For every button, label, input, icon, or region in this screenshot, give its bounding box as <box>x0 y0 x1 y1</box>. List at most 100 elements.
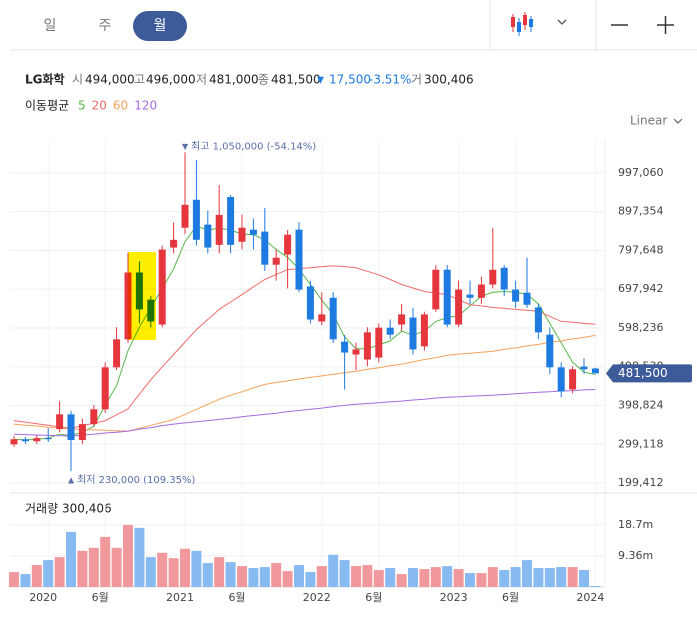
volume-bar <box>237 566 247 587</box>
volume-bar <box>408 568 418 587</box>
low-value: 481,000 <box>209 73 259 87</box>
volume-bar <box>385 568 396 587</box>
candle-body <box>272 257 280 265</box>
change-value: 17,500 <box>329 73 371 87</box>
volume-bar <box>157 552 168 587</box>
candle-body <box>591 368 599 374</box>
y-tick-label: 697,942 <box>618 282 664 295</box>
annotation-high: 최고 1,050,000 (-54.14%) <box>191 140 316 152</box>
volume-bar <box>328 554 339 587</box>
volume-tick-label: 18.7m <box>618 518 653 531</box>
volume-bar <box>476 573 487 587</box>
candle-body <box>227 197 235 245</box>
candle-body <box>261 231 269 265</box>
candle-body <box>10 439 18 445</box>
candle-body <box>295 229 303 290</box>
open-value: 494,000 <box>85 73 135 87</box>
candle-body <box>306 286 314 320</box>
candle-body <box>67 414 75 441</box>
candle-body <box>580 366 588 370</box>
volume-label: 거 <box>411 73 422 87</box>
x-tick-label: 2021 <box>166 591 194 604</box>
candle-body <box>534 307 542 333</box>
candle-body <box>500 267 508 290</box>
volume-bar <box>259 567 270 587</box>
stock-name: LG화학 <box>25 72 65 87</box>
volume-bar <box>362 565 373 587</box>
ma-line <box>13 265 596 429</box>
volume-bar <box>339 560 350 587</box>
volume-bar <box>510 567 521 587</box>
scale-selector[interactable]: Linear <box>630 114 667 128</box>
legend-entry: 120 <box>134 99 157 113</box>
tab-selected-bg <box>133 11 187 41</box>
candle-body <box>158 249 166 325</box>
volume-bar <box>351 566 361 587</box>
candle-body <box>192 199 200 240</box>
y-tick-label: 299,118 <box>618 437 664 450</box>
ma-line <box>13 334 596 432</box>
volume-value: 300,406 <box>424 73 474 87</box>
annotation-low: 최저 230,000 (109.35%) <box>77 474 196 486</box>
volume-bar <box>31 565 42 587</box>
change-percent: -3.51% <box>369 73 411 87</box>
change-arrow: ▼ <box>317 76 324 86</box>
x-tick-label: 6월 <box>502 591 519 604</box>
volume-bar <box>191 550 202 587</box>
candle-body <box>101 367 109 410</box>
volume-bar <box>544 568 555 587</box>
candle-body <box>318 314 326 322</box>
candle-body <box>466 294 474 298</box>
candle-body <box>170 239 178 248</box>
volume-bar <box>214 557 225 587</box>
volume-bar <box>66 531 76 587</box>
volume-bar <box>111 547 122 587</box>
x-tick-label: 2022 <box>303 591 331 604</box>
x-tick-label: 6월 <box>92 591 109 604</box>
volume-bar <box>305 572 316 587</box>
volume-bar <box>396 574 407 587</box>
legend-entry: 20 <box>92 99 107 113</box>
volume-bar <box>419 569 430 587</box>
volume-title: 거래량 <box>25 502 58 516</box>
volume-bar <box>294 565 304 587</box>
candle-body <box>90 409 98 425</box>
y-tick-label: 598,236 <box>618 321 664 334</box>
high-label: 고 <box>134 73 145 87</box>
candle-body <box>215 214 223 245</box>
price-tag <box>606 364 692 383</box>
volume-bar <box>373 570 384 587</box>
candle-body <box>78 424 86 441</box>
ma-line <box>13 225 596 441</box>
candle-body <box>341 341 349 353</box>
volume-bar <box>168 558 179 587</box>
tab-day[interactable]: 일 <box>44 18 57 34</box>
candle-body <box>249 229 257 235</box>
volume-bar <box>145 557 156 587</box>
tab-week[interactable]: 주 <box>99 18 112 34</box>
volume-bar <box>9 572 19 587</box>
y-tick-label: 997,060 <box>618 166 664 179</box>
tab-month[interactable]: 월 <box>154 18 167 34</box>
scale-chevron[interactable] <box>673 118 683 124</box>
volume-bar <box>43 560 54 587</box>
volume-bar <box>123 524 133 587</box>
highlight <box>128 252 156 340</box>
high-value: 496,000 <box>146 73 196 87</box>
candle-body <box>284 234 292 255</box>
candle-body <box>386 327 394 335</box>
volume-bar <box>248 568 259 587</box>
candle-body <box>33 438 41 442</box>
chart-type-button[interactable] <box>511 12 567 36</box>
volume-bar <box>20 574 31 587</box>
price-tag-label: 481,500 <box>618 366 668 380</box>
candle-body <box>329 297 337 340</box>
low-label: 저 <box>196 73 207 87</box>
volume-bar <box>442 566 453 587</box>
candle-body <box>56 414 64 430</box>
ma-line <box>13 389 596 437</box>
candle-body <box>352 349 360 355</box>
candle-body <box>557 367 565 392</box>
zoom-in-button[interactable] <box>657 16 674 34</box>
y-tick-label: 398,824 <box>618 398 664 411</box>
